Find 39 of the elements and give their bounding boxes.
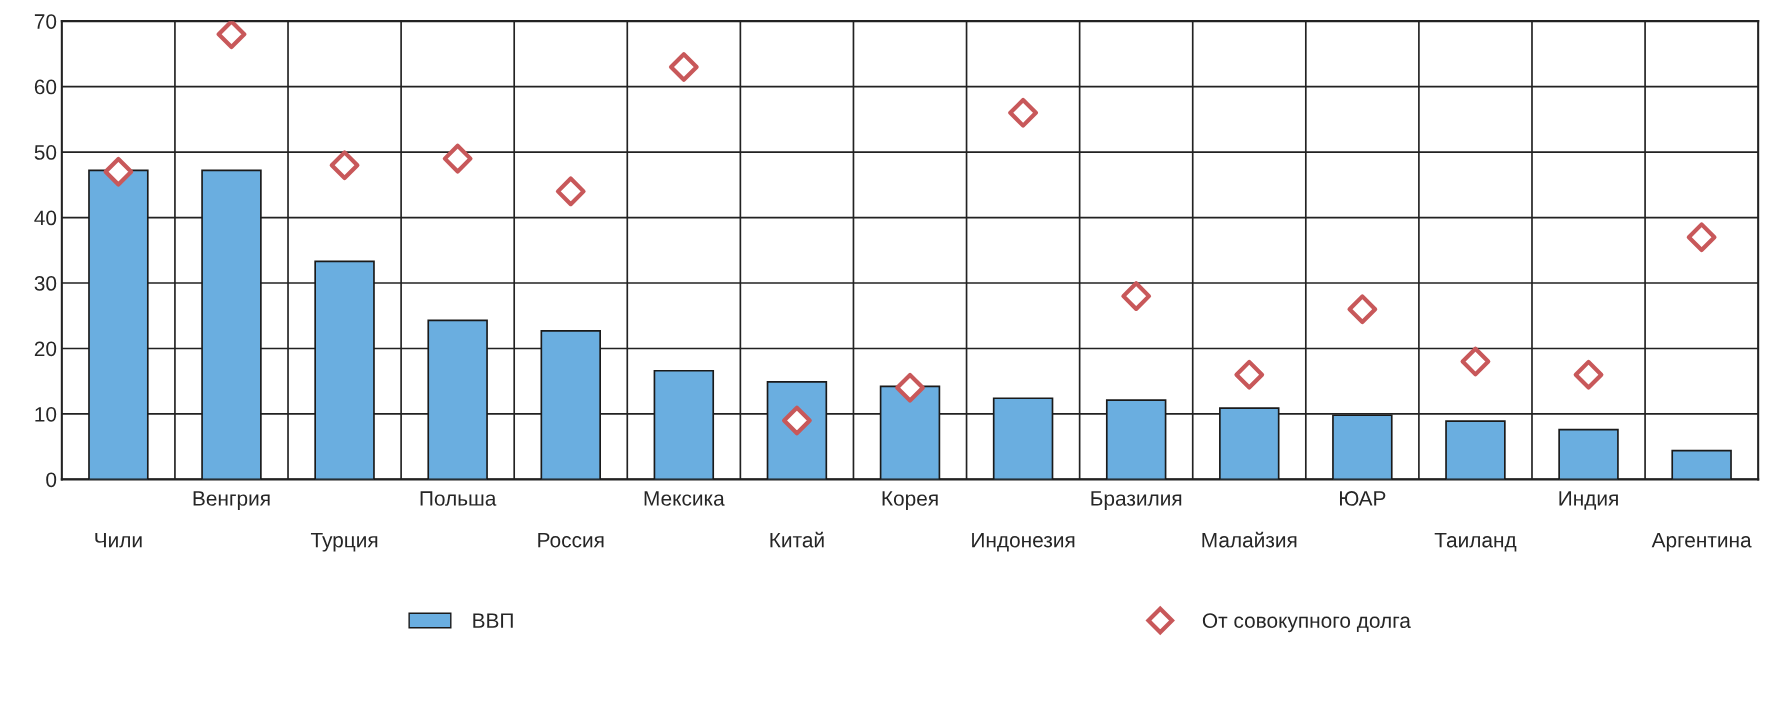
- x-tick-label: Таиланд: [1434, 532, 1517, 552]
- point: [555, 176, 586, 207]
- x-tick-label: ЮАР: [1340, 491, 1386, 506]
- point: [668, 52, 699, 82]
- point: [1573, 359, 1604, 390]
- x-tick-label: Турция: [310, 532, 378, 552]
- x-tick-label: Аргентина: [1651, 532, 1752, 552]
- point: [216, 21, 247, 50]
- y-tick-label: 40: [34, 210, 57, 226]
- point: [1347, 294, 1378, 325]
- legend-label: ВВП: [473, 613, 513, 628]
- point: [1008, 97, 1038, 128]
- y-tick-label: 20: [34, 341, 57, 357]
- point: [103, 156, 134, 187]
- x-tick-label: Бразилия: [1091, 491, 1182, 510]
- point: [1121, 281, 1152, 311]
- point: [895, 372, 925, 403]
- y-tick-label: 60: [34, 79, 57, 95]
- x-tick-label: Корея: [882, 491, 938, 510]
- point: [1686, 222, 1717, 253]
- x-tick-label: Индонезия: [972, 532, 1075, 552]
- point: [329, 150, 360, 181]
- x-tick-label: Чили: [95, 532, 142, 548]
- x-tick-label: Польша: [420, 491, 497, 506]
- y-tick-label: 70: [34, 14, 57, 29]
- y-tick-label: 10: [35, 406, 57, 422]
- point: [442, 143, 473, 174]
- y-tick-label: 30: [34, 276, 57, 291]
- x-tick-label: Россия: [538, 532, 604, 548]
- y-tick-label: 0: [46, 472, 57, 488]
- x-tick-label: Мексика: [644, 491, 725, 506]
- x-tick-label: Индия: [1559, 491, 1618, 510]
- point: [1234, 359, 1265, 390]
- x-tick-label: Малайзия: [1202, 531, 1297, 548]
- legend-label: От совокупного долга: [1202, 613, 1411, 633]
- y-tick-label: 50: [34, 145, 57, 160]
- x-tick-label: Венгрия: [193, 491, 270, 510]
- point: [1460, 346, 1491, 377]
- x-tick-label: Китай: [770, 531, 824, 548]
